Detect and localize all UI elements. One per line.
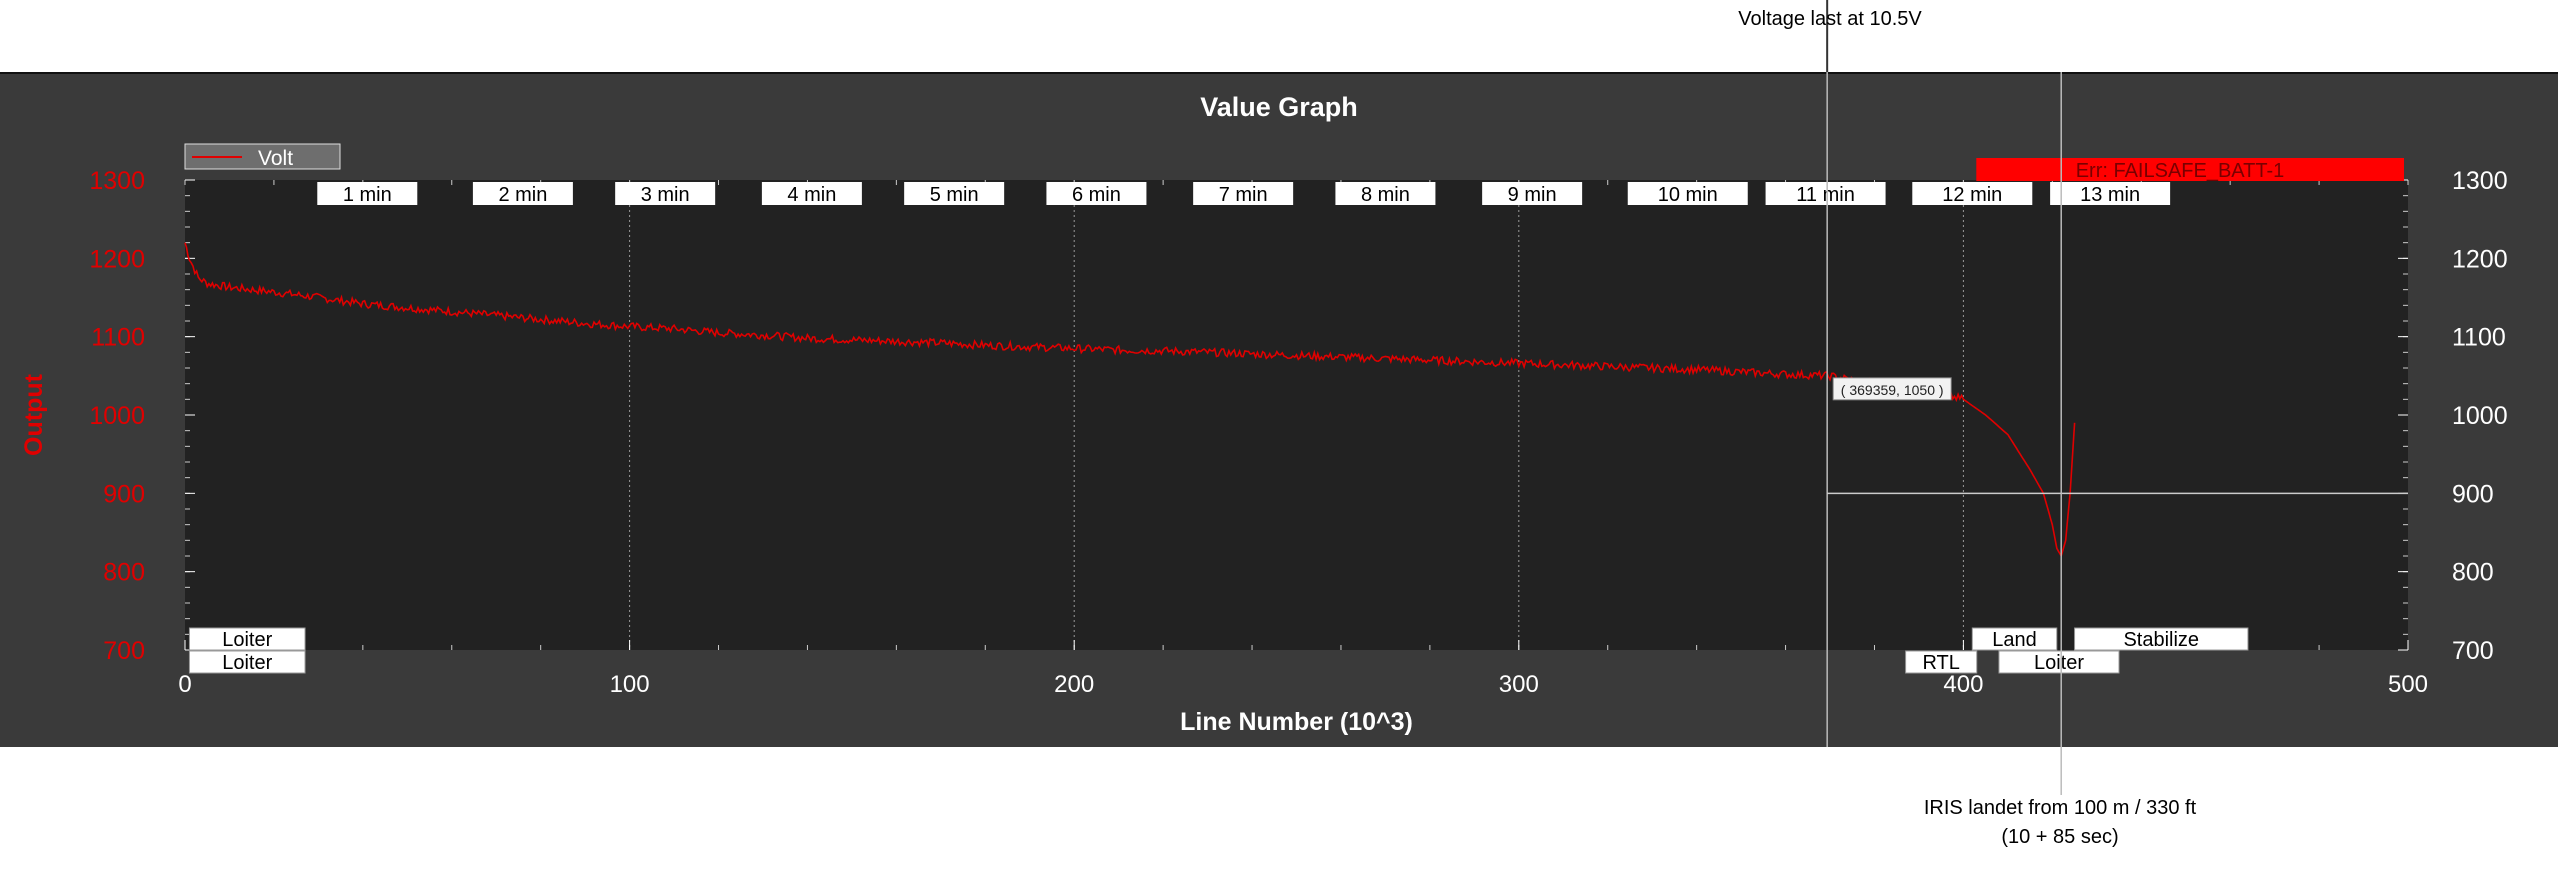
time-marker: 1 min (317, 182, 418, 206)
time-marker: 9 min (1482, 182, 1583, 206)
time-marker-label: 12 min (1942, 184, 2002, 206)
y-tick-label-right-1100: 1100 (2452, 324, 2506, 352)
mode-label-box (1971, 627, 2058, 651)
time-marker-label: 13 min (2080, 184, 2140, 206)
mode-label-text: RTL (1922, 652, 1959, 674)
mode-label-box (188, 627, 306, 651)
y-tick-label-right-900: 900 (2452, 480, 2494, 508)
mode-label-box (2074, 627, 2249, 651)
time-marker: 10 min (1627, 182, 1748, 206)
x-tick-label-100: 100 (610, 671, 650, 698)
mode-label-box (188, 650, 306, 674)
legend-label: Volt (258, 147, 293, 170)
time-marker-box (904, 182, 1005, 205)
y-axis-label: Output (20, 373, 48, 456)
y-tick-label-left-1000: 1000 (89, 402, 145, 430)
mode-label-box (1998, 650, 2120, 674)
time-marker-box (1765, 182, 1886, 205)
time-marker-box (1627, 182, 1748, 205)
time-marker-label: 1 min (343, 184, 392, 206)
cursor-readout-box (1832, 377, 1952, 401)
voltage-annotation: Voltage last at 10.5V (1738, 8, 1922, 30)
mode-label-text: Loiter (222, 652, 272, 674)
time-marker-box (1193, 182, 1294, 205)
y-tick-label-right-1000: 1000 (2452, 402, 2508, 430)
time-marker-box (761, 182, 862, 205)
time-marker: 6 min (1046, 182, 1147, 206)
time-marker-label: 4 min (787, 184, 836, 206)
time-marker: 11 min (1765, 182, 1886, 206)
time-marker: 4 min (761, 182, 862, 206)
x-tick-label-400: 400 (1943, 671, 1983, 698)
cursor-readout-text: ( 369359, 1050 ) (1841, 382, 1944, 398)
error-banner-label: Err: FAILSAFE_BATT-1 (2076, 160, 2285, 182)
x-tick-label-0: 0 (178, 671, 191, 698)
y-tick-label-right-1200: 1200 (2452, 245, 2508, 273)
mode-label-row2: RTL (1905, 650, 1978, 674)
x-axis-label: Line Number (10^3) (1180, 708, 1413, 736)
y-tick-label-left-1300: 1300 (89, 167, 145, 195)
plot-area (185, 180, 2408, 650)
time-marker-label: 2 min (498, 184, 547, 206)
mode-label-text: Loiter (2034, 652, 2084, 674)
x-tick-label-200: 200 (1054, 671, 1094, 698)
time-marker-box (615, 182, 716, 205)
mode-label-row1: Loiter (188, 627, 306, 651)
mode-label-row1: Stabilize (2074, 627, 2249, 651)
time-marker-label: 10 min (1658, 184, 1718, 206)
time-marker-label: 3 min (641, 184, 690, 206)
time-marker-label: 5 min (930, 184, 979, 206)
time-marker: 8 min (1335, 182, 1436, 206)
time-marker-label: 6 min (1072, 184, 1121, 206)
time-marker-label: 11 min (1796, 184, 1855, 206)
mode-label-text: Land (1992, 629, 2037, 651)
time-marker-box (472, 182, 573, 205)
y-tick-label-right-1300: 1300 (2452, 167, 2508, 195)
mode-label-box (1905, 650, 1978, 674)
mode-label-row1: Land (1971, 627, 2058, 651)
x-tick-label-500: 500 (2388, 671, 2428, 698)
series-line-volt (184, 242, 2076, 559)
time-marker-box (2050, 182, 2171, 205)
time-marker: 5 min (904, 182, 1005, 206)
x-tick-label-300: 300 (1499, 671, 1539, 698)
y-tick-label-left-700: 700 (103, 637, 145, 665)
mode-label-text: Stabilize (2123, 629, 2199, 651)
y-tick-label-left-1200: 1200 (89, 245, 145, 273)
error-banner (1976, 158, 2404, 181)
time-marker-label: 9 min (1508, 184, 1557, 206)
time-marker-label: 7 min (1219, 184, 1268, 206)
time-marker: 7 min (1193, 182, 1294, 206)
time-marker-box (1046, 182, 1147, 205)
time-marker-box (1482, 182, 1583, 205)
y-tick-label-right-700: 700 (2452, 637, 2494, 665)
time-marker-box (1912, 182, 2033, 205)
chart-title: Value Graph (1200, 92, 1358, 122)
time-marker-box (317, 182, 418, 205)
time-marker-box (1335, 182, 1436, 205)
time-marker: 12 min (1912, 182, 2033, 206)
y-tick-label-left-800: 800 (103, 559, 145, 587)
time-marker: 2 min (472, 182, 573, 206)
time-marker: 3 min (615, 182, 716, 206)
time-marker-label: 8 min (1361, 184, 1410, 206)
y-tick-label-right-800: 800 (2452, 559, 2494, 587)
time-marker: 13 min (2050, 182, 2171, 206)
mode-label-row2: Loiter (1998, 650, 2120, 674)
mode-label-text: Loiter (222, 629, 272, 651)
mode-label-row2: Loiter (188, 650, 306, 674)
landing-annotation-line1: IRIS landet from 100 m / 330 ft (1923, 797, 2197, 819)
y-tick-label-left-900: 900 (103, 480, 145, 508)
y-tick-label-left-1100: 1100 (91, 324, 145, 352)
landing-annotation-line2: (10 + 85 sec) (2001, 826, 2119, 848)
